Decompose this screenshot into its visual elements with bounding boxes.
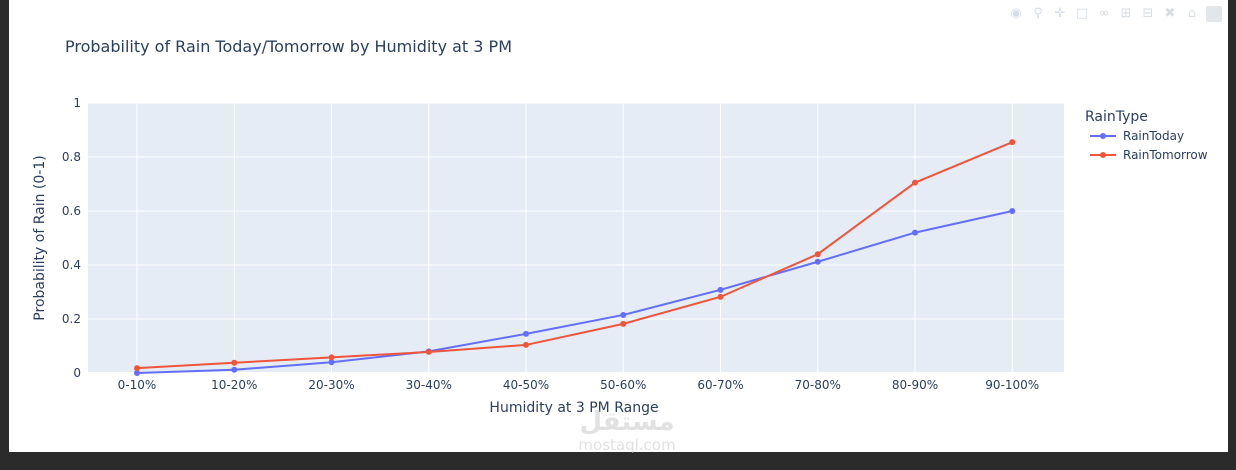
data-point-RainToday[interactable]: [231, 366, 238, 373]
y-tick-label: 0.2: [62, 312, 81, 326]
legend-label[interactable]: RainToday: [1123, 129, 1184, 143]
y-tick-label: 0.4: [62, 258, 81, 272]
data-point-RainTomorrow[interactable]: [523, 341, 529, 348]
plot-area: [88, 103, 1064, 373]
series-line-RainToday: [136, 210, 1013, 374]
plotly-logo[interactable]: [1206, 6, 1222, 22]
x-tick-label: 50-60%: [600, 378, 646, 392]
data-point-RainTomorrow[interactable]: [912, 179, 918, 186]
zoom-icon[interactable]: ⚲: [1033, 6, 1043, 21]
reset-axes-icon[interactable]: ⌂: [1187, 6, 1197, 21]
data-point-RainToday[interactable]: [134, 370, 140, 376]
series-layer: [134, 139, 1016, 376]
data-point-RainTomorrow[interactable]: [717, 293, 724, 300]
pan-icon[interactable]: ✛: [1054, 6, 1066, 21]
x-tick-label: 20-30%: [308, 378, 354, 392]
data-point-RainTomorrow[interactable]: [620, 320, 627, 327]
y-tick-label: 0.6: [62, 204, 81, 218]
data-point-RainTomorrow[interactable]: [231, 359, 238, 366]
data-point-RainToday[interactable]: [523, 330, 529, 337]
modebar: ◉ ⚲ ✛ □ ∞ ⊞ ⊟ ✖ ⌂: [1008, 6, 1222, 22]
data-point-RainTomorrow[interactable]: [814, 251, 821, 258]
data-point-RainToday[interactable]: [814, 258, 821, 265]
x-tick-label: 10-20%: [211, 378, 257, 392]
zoom-in-icon[interactable]: ⊞: [1120, 6, 1132, 21]
x-tick-label: 80-90%: [892, 378, 938, 392]
legend-marker: [1100, 152, 1106, 158]
data-point-RainToday[interactable]: [620, 311, 627, 318]
data-point-RainTomorrow[interactable]: [328, 354, 335, 361]
legend: RainType RainToday RainTomorrow: [1085, 109, 1208, 162]
camera-icon[interactable]: ◉: [1010, 6, 1022, 21]
y-tick-label: 0: [73, 366, 81, 380]
y-tick-label: 0.8: [62, 150, 81, 164]
data-point-RainTomorrow[interactable]: [425, 348, 432, 355]
autoscale-icon[interactable]: ✖: [1164, 6, 1176, 21]
series-line-RainTomorrow: [136, 141, 1013, 370]
x-tick-label: 90-100%: [985, 378, 1039, 392]
legend-marker: [1100, 133, 1106, 139]
gridlines: [88, 102, 1064, 374]
data-point-RainToday[interactable]: [717, 286, 724, 293]
box-select-icon[interactable]: □: [1075, 6, 1089, 21]
x-tick-label: 0-10%: [118, 378, 157, 392]
legend-title: RainType: [1085, 109, 1148, 125]
data-point-RainToday[interactable]: [328, 359, 335, 366]
data-point-RainTomorrow[interactable]: [1009, 139, 1016, 146]
legend-label[interactable]: RainTomorrow: [1123, 148, 1208, 162]
line-chart: Probability of Rain Today/Tomorrow by Hu…: [32, 37, 1208, 416]
y-axis-title: Probability of Rain (0-1): [32, 155, 48, 320]
x-axis-title: Humidity at 3 PM Range: [489, 400, 658, 416]
x-axis: 0-10% 10-20% 20-30% 30-40% 40-50% 50-60% 60-70…: [118, 378, 1040, 392]
x-tick-label: 30-40%: [406, 378, 452, 392]
chart-title: Probability of Rain Today/Tomorrow by Hu…: [65, 37, 512, 56]
x-tick-label: 70-80%: [795, 378, 841, 392]
data-point-RainToday[interactable]: [1009, 208, 1016, 214]
lasso-icon[interactable]: ∞: [1098, 6, 1110, 21]
watermark-latin: mostaql.com: [578, 436, 676, 454]
watermark-arabic: مستقل: [579, 407, 675, 437]
y-tick-label: 1: [73, 96, 81, 110]
x-tick-label: 60-70%: [697, 378, 743, 392]
y-axis: 0 0.2 0.4 0.6 0.8 1: [62, 96, 81, 380]
chart-frame: Probability of Rain Today/Tomorrow by Hu…: [9, 0, 1228, 454]
zoom-out-icon[interactable]: ⊟: [1142, 6, 1154, 21]
watermark: مستقل mostaql.com: [557, 408, 697, 454]
data-point-RainTomorrow[interactable]: [134, 365, 140, 372]
data-point-RainToday[interactable]: [912, 229, 918, 236]
x-tick-label: 40-50%: [503, 378, 549, 392]
